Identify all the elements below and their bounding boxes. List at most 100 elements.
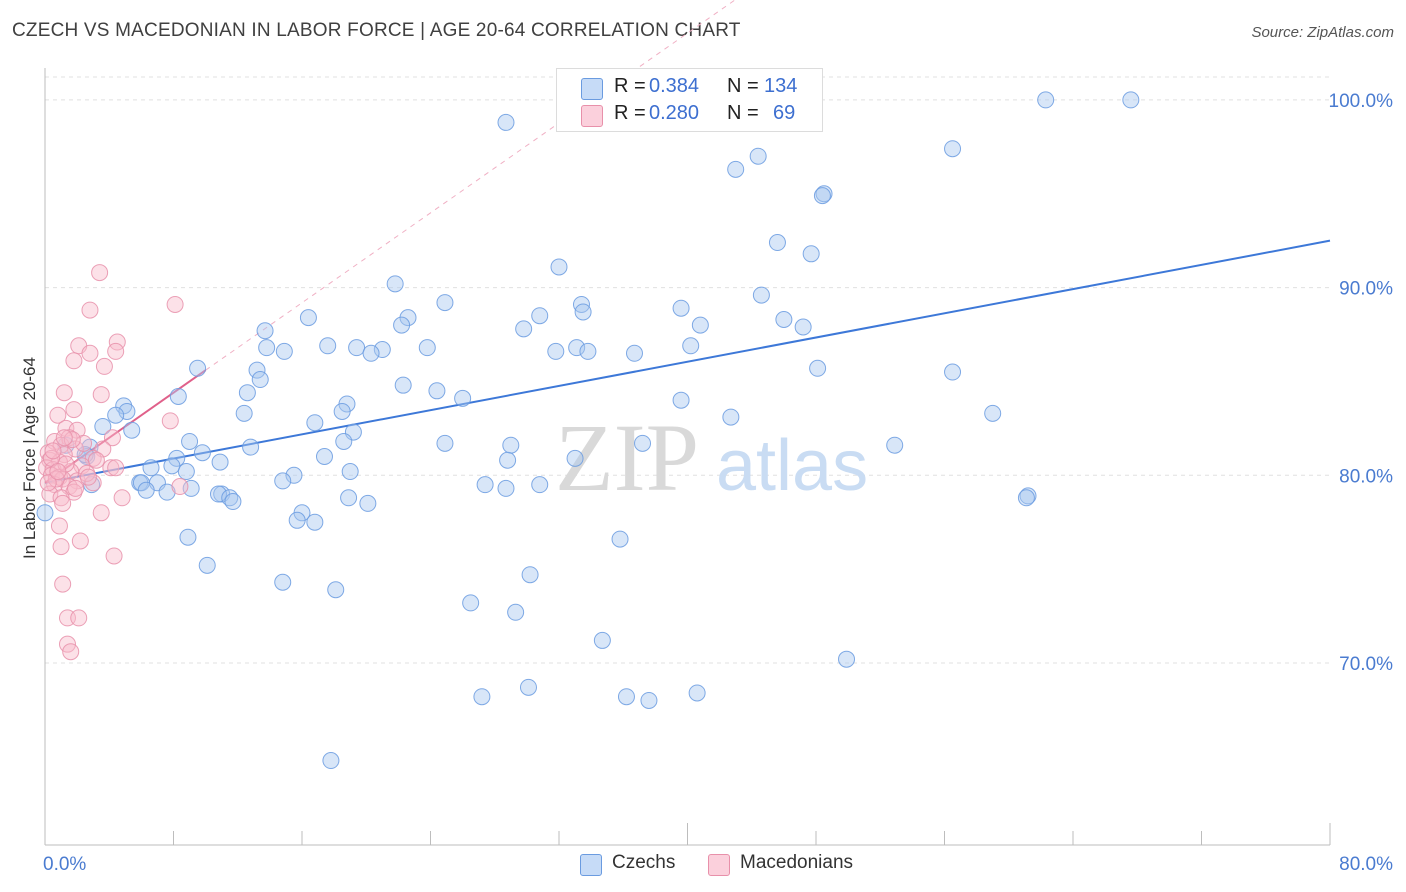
macedonians-point bbox=[81, 344, 99, 362]
macedonians-point bbox=[54, 494, 72, 512]
czechs-point bbox=[123, 421, 141, 439]
legend-n-value: 69 bbox=[773, 102, 796, 124]
czechs-point bbox=[640, 691, 658, 709]
y-tick-label: 100.0% bbox=[1329, 91, 1394, 112]
czechs-point bbox=[593, 631, 611, 649]
czechs-point bbox=[768, 234, 786, 252]
macedonians-point bbox=[166, 295, 184, 313]
czechs-point bbox=[531, 307, 549, 325]
chart-title: CZECH VS MACEDONIAN IN LABOR FORCE | AGE… bbox=[12, 20, 741, 41]
czechs-point bbox=[838, 650, 856, 668]
czechs-point bbox=[625, 344, 643, 362]
czechs-point bbox=[163, 457, 181, 475]
czechs-point bbox=[499, 451, 517, 469]
chart-source: Source: ZipAtlas.com bbox=[1251, 24, 1394, 41]
czechs-point bbox=[142, 459, 160, 477]
y-tick-label: 70.0% bbox=[1339, 654, 1393, 675]
czechs-point bbox=[476, 476, 494, 494]
czechs-point bbox=[322, 752, 340, 770]
czechs-point bbox=[94, 417, 112, 435]
czechs-point bbox=[306, 414, 324, 432]
legend-swatch-czechs bbox=[581, 78, 603, 100]
macedonians-point bbox=[62, 643, 80, 661]
bottom-legend-label-czechs: Czechs bbox=[612, 852, 676, 873]
macedonians-point bbox=[39, 474, 57, 492]
czechs-point bbox=[672, 391, 690, 409]
bottom-legend-swatch-czechs bbox=[580, 854, 602, 876]
czechs-point bbox=[886, 436, 904, 454]
czechs-point bbox=[258, 339, 276, 357]
czechs-point bbox=[574, 303, 592, 321]
macedonians-point bbox=[103, 429, 121, 447]
macedonians-point bbox=[52, 489, 70, 507]
czechs-point bbox=[394, 376, 412, 394]
czechs-point bbox=[672, 299, 690, 317]
czechs-point bbox=[348, 339, 366, 357]
czechs-point bbox=[299, 309, 317, 327]
macedonians-point bbox=[67, 479, 85, 497]
legend-r-label: R = bbox=[614, 75, 646, 97]
macedonians-point bbox=[107, 459, 125, 477]
points-layer bbox=[36, 91, 1140, 770]
macedonians-point bbox=[55, 384, 73, 402]
czechs-point bbox=[521, 566, 539, 584]
czechs-point bbox=[169, 387, 187, 405]
macedonians-point bbox=[70, 609, 88, 627]
czechs-point bbox=[617, 688, 635, 706]
czechs-point bbox=[550, 258, 568, 276]
macedonians-point bbox=[49, 463, 67, 481]
czechs-point bbox=[373, 341, 391, 359]
czechs-point bbox=[137, 481, 155, 499]
czechs-point bbox=[333, 402, 351, 420]
czechs-point bbox=[497, 479, 515, 497]
czechs-point bbox=[944, 140, 962, 158]
macedonians-point bbox=[113, 489, 131, 507]
czechs-point bbox=[428, 382, 446, 400]
czechs-point bbox=[335, 432, 353, 450]
czechs-point bbox=[285, 466, 303, 484]
macedonians-point bbox=[79, 468, 97, 486]
czechs-point bbox=[436, 294, 454, 312]
czechs-point bbox=[327, 581, 345, 599]
czechs-point bbox=[288, 511, 306, 529]
czechs-point bbox=[802, 245, 820, 263]
czechs-point bbox=[274, 472, 292, 490]
macedonians-point bbox=[102, 459, 120, 477]
label-layer: 100.0% 90.0% 80.0% 70.0% 0.0% 80.0% bbox=[43, 91, 1393, 875]
y-tick-label: 80.0% bbox=[1339, 466, 1393, 487]
czechs-point bbox=[519, 678, 537, 696]
macedonians-point bbox=[92, 504, 110, 522]
czechs-point bbox=[497, 113, 515, 131]
czechs-point bbox=[462, 594, 480, 612]
czechs-point bbox=[256, 322, 274, 340]
macedonians-point bbox=[91, 264, 109, 282]
czechs-point bbox=[502, 436, 520, 454]
stats-legend: R = 0.384 N = 134 R = 0.280 N = 69 bbox=[556, 68, 823, 132]
czechs-point bbox=[181, 432, 199, 450]
czechs-point bbox=[198, 556, 216, 574]
czechs-point bbox=[306, 513, 324, 531]
czechs-point bbox=[211, 453, 229, 471]
czechs-point bbox=[749, 147, 767, 165]
macedonians-trend-extension bbox=[205, 0, 736, 371]
macedonians-point bbox=[84, 474, 102, 492]
czechs-point bbox=[515, 320, 533, 338]
legend-r-label: R = bbox=[614, 102, 646, 124]
czechs-point bbox=[224, 493, 242, 511]
y-axis-title: In Labor Force | Age 20-64 bbox=[20, 357, 39, 559]
czechs-point bbox=[189, 359, 207, 377]
czechs-point bbox=[579, 342, 597, 360]
czechs-point bbox=[473, 688, 491, 706]
legend-swatch-macedonians bbox=[581, 105, 603, 127]
czechs-point bbox=[454, 389, 472, 407]
macedonians-point bbox=[107, 342, 125, 360]
czechs-point bbox=[36, 504, 54, 522]
czechs-point bbox=[1017, 489, 1035, 507]
czechs-point bbox=[177, 463, 195, 481]
czechs-point bbox=[566, 449, 584, 467]
czechs-point bbox=[1122, 91, 1140, 109]
czechs-point bbox=[248, 361, 266, 379]
y-tick-label: 90.0% bbox=[1339, 279, 1393, 300]
czechs-point bbox=[275, 342, 293, 360]
